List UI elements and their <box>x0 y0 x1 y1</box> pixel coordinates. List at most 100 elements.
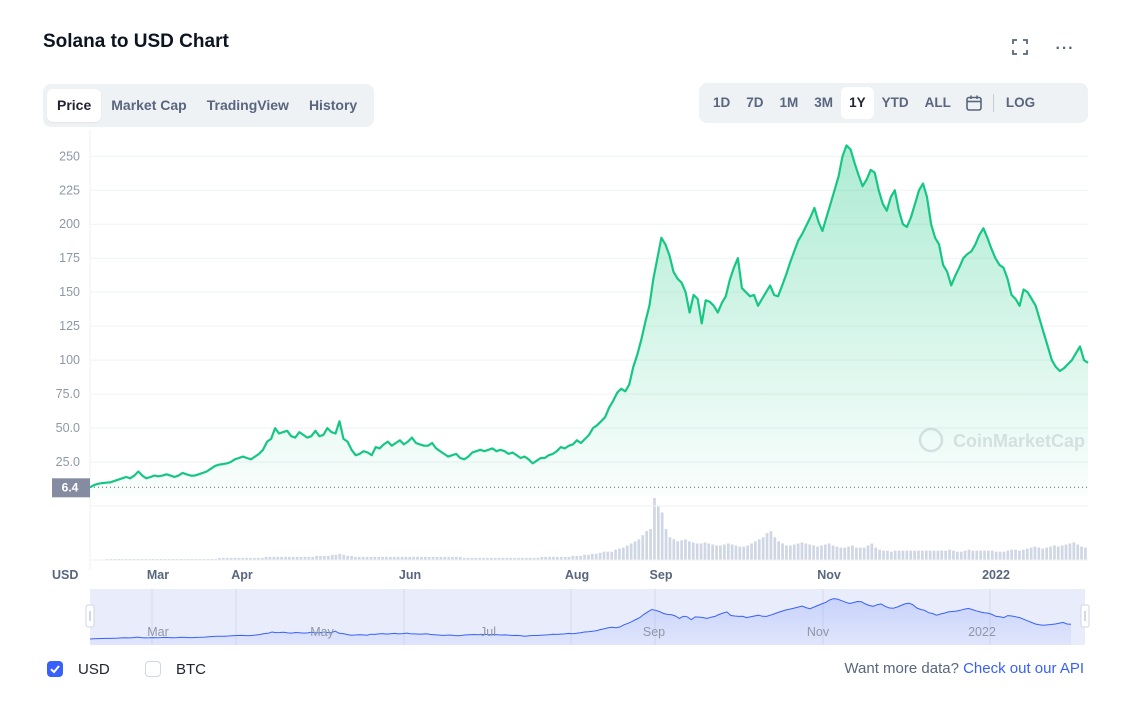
range-all[interactable]: ALL <box>924 95 951 110</box>
navigator-area <box>90 598 1071 645</box>
volume-bar <box>350 555 353 560</box>
volume-bar <box>1025 548 1029 560</box>
volume-bar <box>998 551 1002 560</box>
volume-bar <box>804 543 808 560</box>
volume-bar <box>944 550 947 560</box>
volume-bar <box>291 556 295 560</box>
fullscreen-icon[interactable] <box>1009 38 1031 60</box>
volume-bar <box>932 550 936 560</box>
volume-bar <box>691 542 695 560</box>
tab-price[interactable]: Price <box>47 89 102 122</box>
btc-checkbox-label[interactable]: BTC <box>176 661 206 678</box>
range-navigator[interactable]: Mar May Jul Sep Nov 2022 <box>0 585 1121 647</box>
volume-bar <box>233 557 237 560</box>
calendar-icon[interactable] <box>959 87 989 119</box>
volume-bar <box>396 556 400 560</box>
volume-bar <box>470 557 474 560</box>
fullscreen-glyph <box>1012 39 1028 55</box>
volume-bar <box>664 529 668 560</box>
check-icon <box>50 665 60 674</box>
volume-bar <box>878 549 881 560</box>
volume-bar <box>249 557 252 560</box>
volume-bar <box>1064 544 1068 560</box>
range-1m[interactable]: 1M <box>779 95 799 110</box>
volume-bar <box>928 550 932 560</box>
volume-bar <box>544 556 547 560</box>
volume-bar <box>913 550 916 560</box>
volume-bar <box>707 543 711 560</box>
volume-bar <box>493 557 497 560</box>
more-data-text: Want more data? <box>844 660 959 677</box>
volume-bar <box>711 544 714 560</box>
range-ytd[interactable]: YTD <box>881 95 909 110</box>
volume-bar <box>921 550 924 560</box>
volume-bar <box>412 556 415 560</box>
usd-checkbox-label[interactable]: USD <box>78 661 110 678</box>
volume-bar <box>789 545 792 560</box>
more-horizontal-icon[interactable]: ··· <box>1055 40 1075 57</box>
range-3m[interactable]: 3M <box>814 95 834 110</box>
volume-bar <box>940 550 944 560</box>
volume-bar <box>1072 542 1076 560</box>
volume-bar <box>303 556 307 560</box>
volume-bar <box>556 556 559 560</box>
volume-bar <box>598 552 602 560</box>
more-data-promo: Want more data? Check out our API <box>844 660 1084 677</box>
volume-bar <box>540 556 544 560</box>
volume-bar <box>924 550 928 560</box>
range-1y[interactable]: 1Y <box>841 87 874 119</box>
x-tick-label: 2022 <box>982 568 1010 582</box>
volume-bar <box>497 557 501 560</box>
tab-tradingview[interactable]: TradingView <box>206 97 289 113</box>
volume-bar <box>458 556 462 560</box>
volume-bar <box>971 550 975 560</box>
volume-bar <box>870 543 874 560</box>
volume-bar <box>703 542 707 560</box>
btc-checkbox[interactable] <box>145 661 161 677</box>
volume-bar <box>1022 549 1025 560</box>
tab-history[interactable]: History <box>308 97 358 113</box>
calendar-glyph <box>966 95 982 111</box>
volume-bar <box>389 556 392 560</box>
volume-bar <box>660 512 664 560</box>
volume-bar <box>765 533 769 560</box>
y-tick-label: 100 <box>59 353 80 367</box>
volume-bar <box>956 551 959 560</box>
volume-bar <box>1010 549 1013 560</box>
volume-bar <box>742 546 746 560</box>
volume-bar <box>792 544 796 560</box>
volume-bar <box>680 540 683 560</box>
volume-bar <box>1037 547 1041 560</box>
volume-bar <box>490 557 493 560</box>
volume-bar <box>754 541 757 560</box>
volume-bar <box>979 550 982 560</box>
y-tick-label: 200 <box>59 217 80 231</box>
volume-bar <box>715 545 718 560</box>
volume-bar <box>408 556 412 560</box>
range-1d[interactable]: 1D <box>713 95 731 110</box>
volume-bar <box>820 545 823 560</box>
price-chart[interactable]: 25022520017515012510075.050.025.06.4Coin… <box>0 130 1121 585</box>
y-tick-label: 125 <box>59 319 80 333</box>
volume-bar <box>796 543 800 560</box>
usd-checkbox[interactable] <box>47 661 63 677</box>
volume-bar <box>451 556 454 560</box>
api-link[interactable]: Check out our API <box>963 660 1084 677</box>
range-7d[interactable]: 7D <box>746 95 764 110</box>
volume-bar <box>517 557 520 560</box>
volume-bar <box>548 556 551 560</box>
volume-bar <box>361 556 365 560</box>
volume-bar <box>695 543 699 560</box>
volume-bar <box>657 506 660 560</box>
volume-bar <box>218 557 221 560</box>
tab-market-cap[interactable]: Market Cap <box>111 97 187 113</box>
volume-bar <box>319 555 322 560</box>
volume-bar <box>338 553 342 560</box>
log-scale-toggle[interactable]: LOG <box>1005 95 1036 110</box>
volume-bar <box>785 545 788 560</box>
volume-bar <box>400 556 404 560</box>
volume-bar <box>851 545 854 560</box>
volume-bar <box>719 545 722 560</box>
volume-bar <box>874 547 878 560</box>
volume-bar <box>288 556 291 560</box>
